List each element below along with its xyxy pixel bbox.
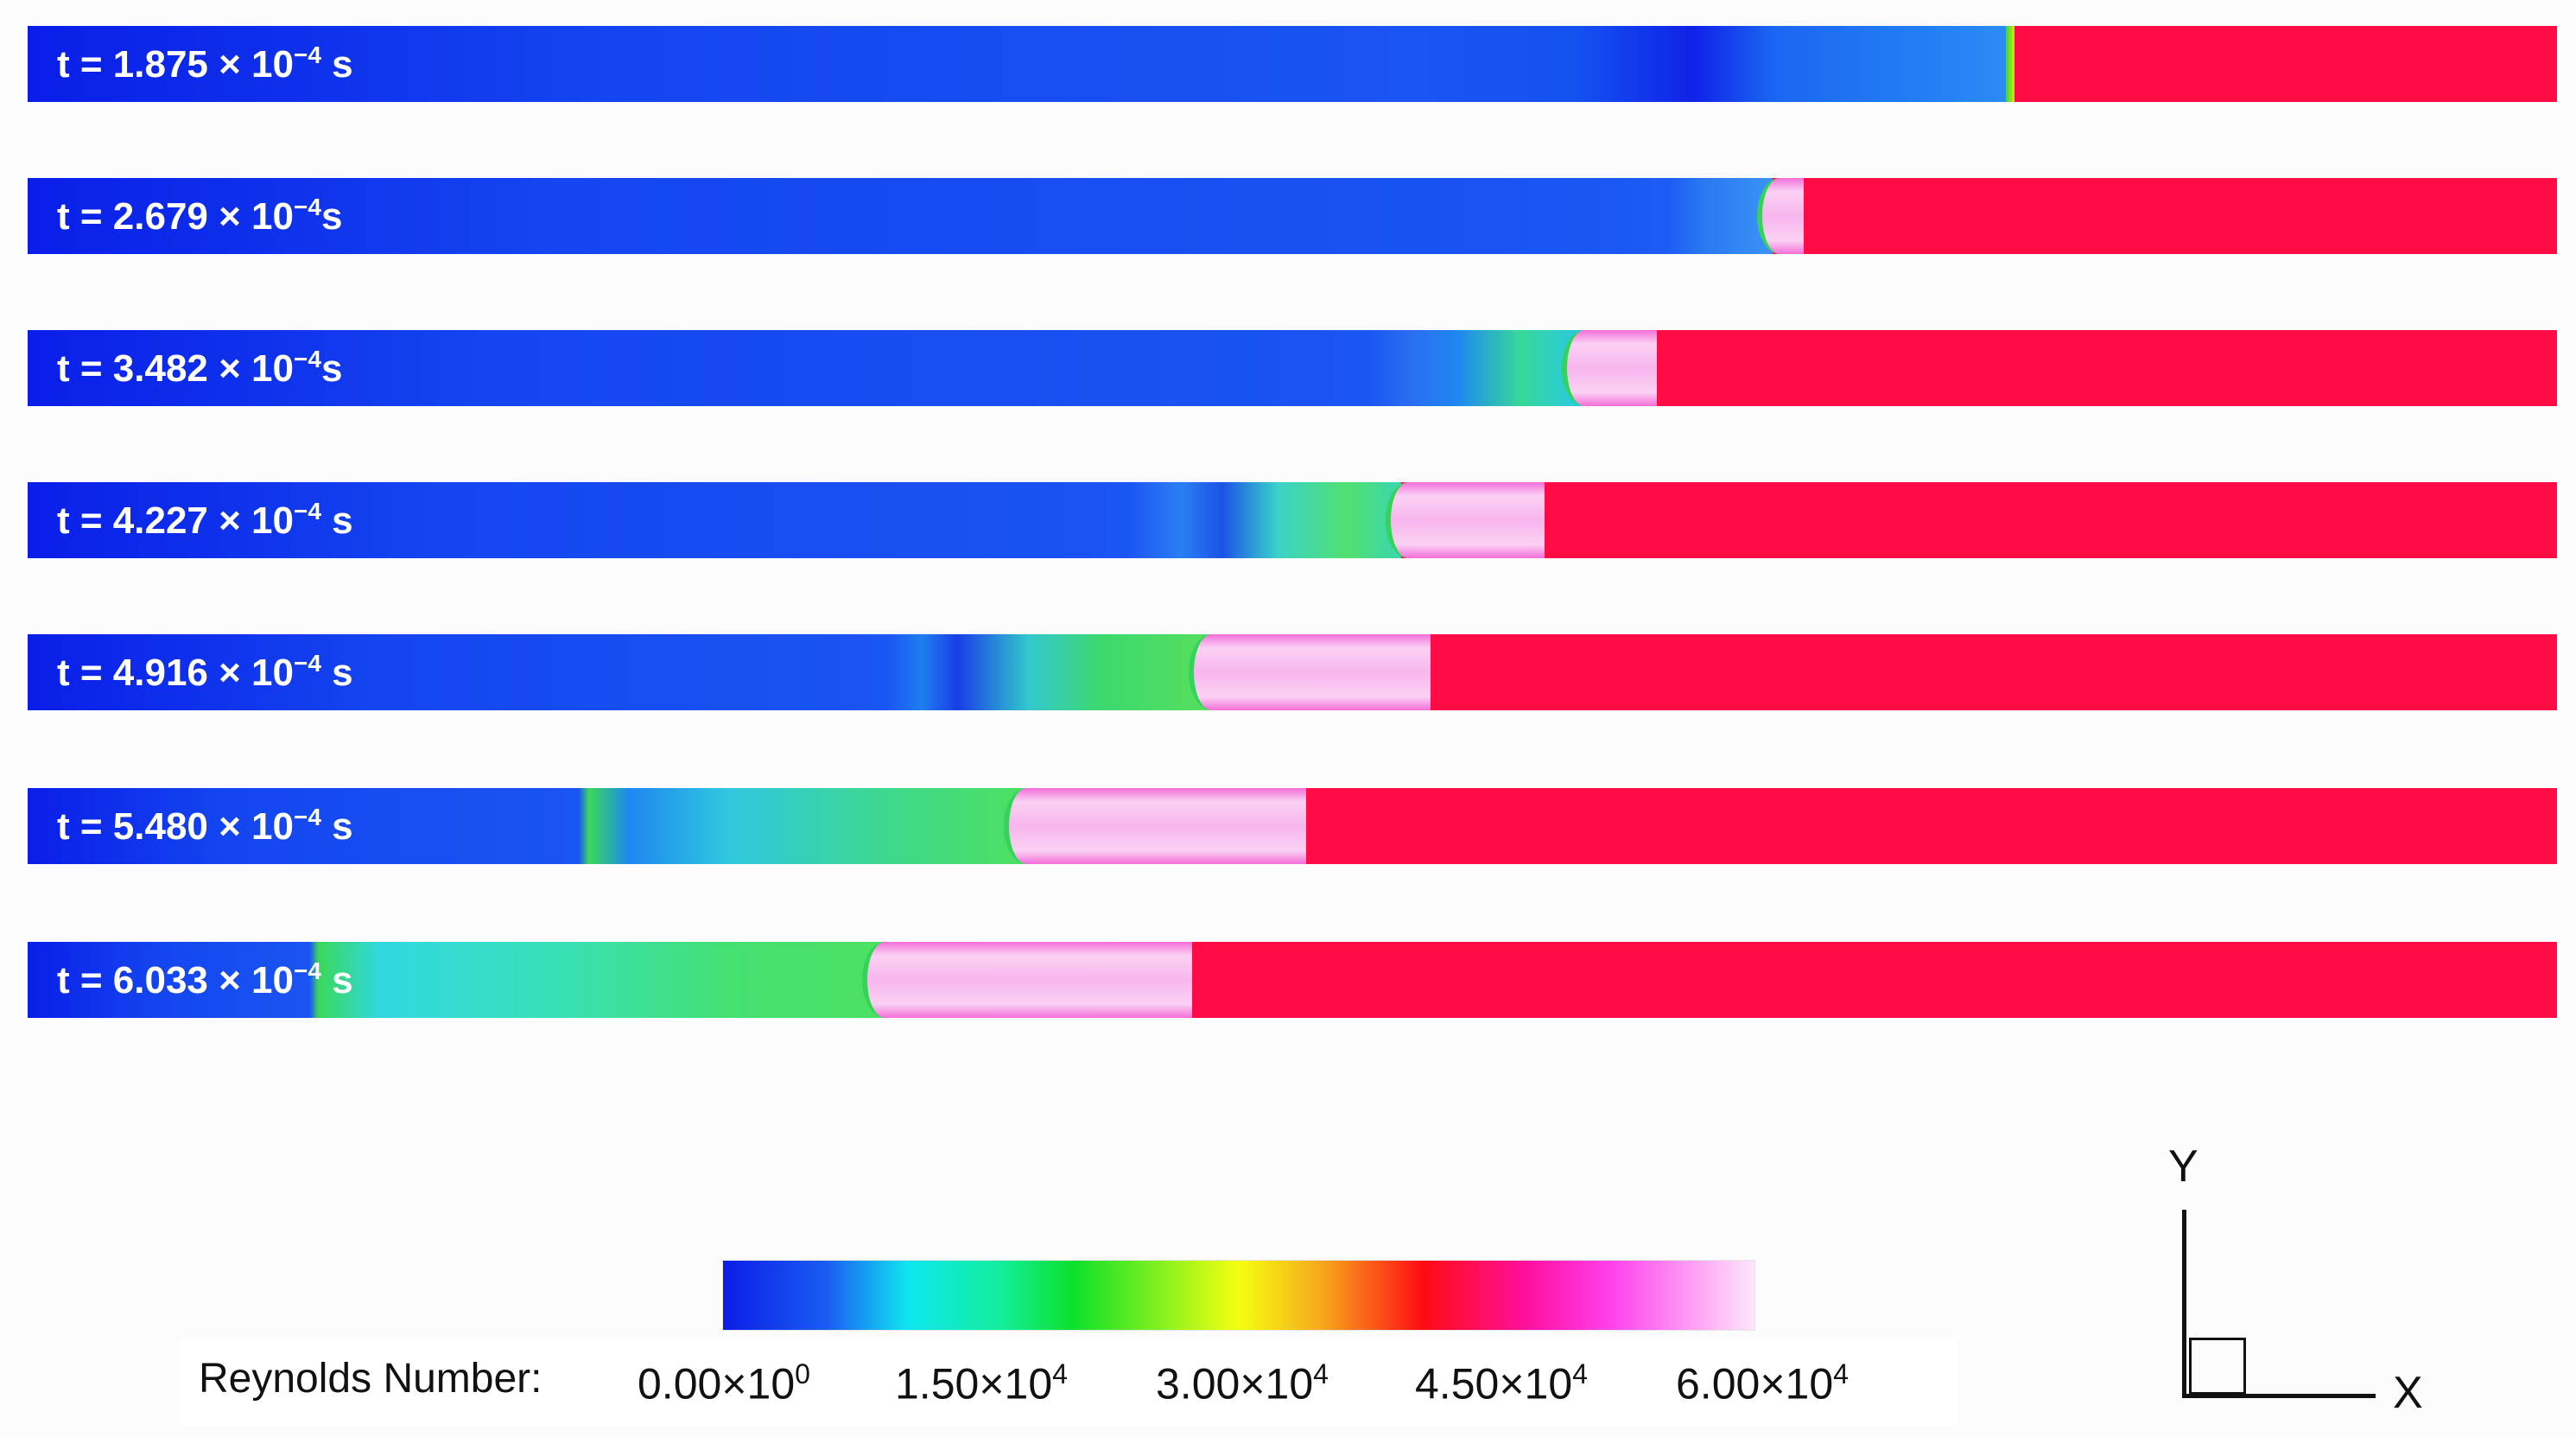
- driver-slug: [862, 942, 1192, 1018]
- time-label: t = 4.916 × 10−4 s: [57, 650, 353, 694]
- colorbar-tick-0: 0.00×100: [638, 1358, 810, 1408]
- y-axis-label: Y: [2168, 1141, 2198, 1192]
- driver-slug: [1189, 634, 1431, 710]
- snapshot-strip-2: t = 2.679 × 10−4s: [28, 178, 2557, 254]
- driver-slug: [1386, 482, 1545, 558]
- legend-background: [180, 1338, 1957, 1426]
- shock-front: [2006, 26, 2014, 102]
- time-label: t = 4.227 × 10−4 s: [57, 498, 353, 542]
- flow-field: [28, 330, 1583, 406]
- colorbar: [722, 1260, 1755, 1331]
- driver-slug: [1757, 178, 1804, 254]
- snapshot-strip-5: t = 4.916 × 10−4 s: [28, 634, 2557, 710]
- snapshot-strip-4: t = 4.227 × 10−4 s: [28, 482, 2557, 558]
- axis-triad: Y X: [2151, 1132, 2427, 1426]
- time-label: t = 5.480 × 10−4 s: [57, 804, 353, 848]
- y-axis-line: [2182, 1210, 2186, 1398]
- colorbar-tick-3: 4.50×104: [1415, 1358, 1588, 1408]
- colorbar-tick-1: 1.50×104: [895, 1358, 1068, 1408]
- driver-slug: [1004, 788, 1306, 864]
- colorbar-tick-4: 6.00×104: [1676, 1358, 1849, 1408]
- flow-field: [28, 788, 1030, 864]
- colorbar-tick-2: 3.00×104: [1156, 1358, 1329, 1408]
- flow-field: [28, 26, 2011, 102]
- snapshot-strip-6: t = 5.480 × 10−4 s: [28, 788, 2557, 864]
- x-axis-line: [2182, 1394, 2376, 1398]
- flow-field: [28, 482, 1401, 558]
- flow-field: [28, 942, 909, 1018]
- time-label: t = 6.033 × 10−4 s: [57, 957, 353, 1001]
- flow-field: [28, 178, 1773, 254]
- legend-title: Reynolds Number:: [199, 1356, 542, 1402]
- driver-slug: [1562, 330, 1657, 406]
- time-label: t = 3.482 × 10−4s: [57, 346, 343, 390]
- snapshot-strip-1: t = 1.875 × 10−4 s: [28, 26, 2557, 102]
- snapshot-strip-7: t = 6.033 × 10−4 s: [28, 942, 2557, 1018]
- snapshot-strip-3: t = 3.482 × 10−4s: [28, 330, 2557, 406]
- origin-box: [2189, 1338, 2246, 1395]
- flow-field: [28, 634, 1220, 710]
- time-label: t = 2.679 × 10−4s: [57, 194, 343, 238]
- time-label: t = 1.875 × 10−4 s: [57, 41, 353, 86]
- x-axis-label: X: [2393, 1368, 2423, 1418]
